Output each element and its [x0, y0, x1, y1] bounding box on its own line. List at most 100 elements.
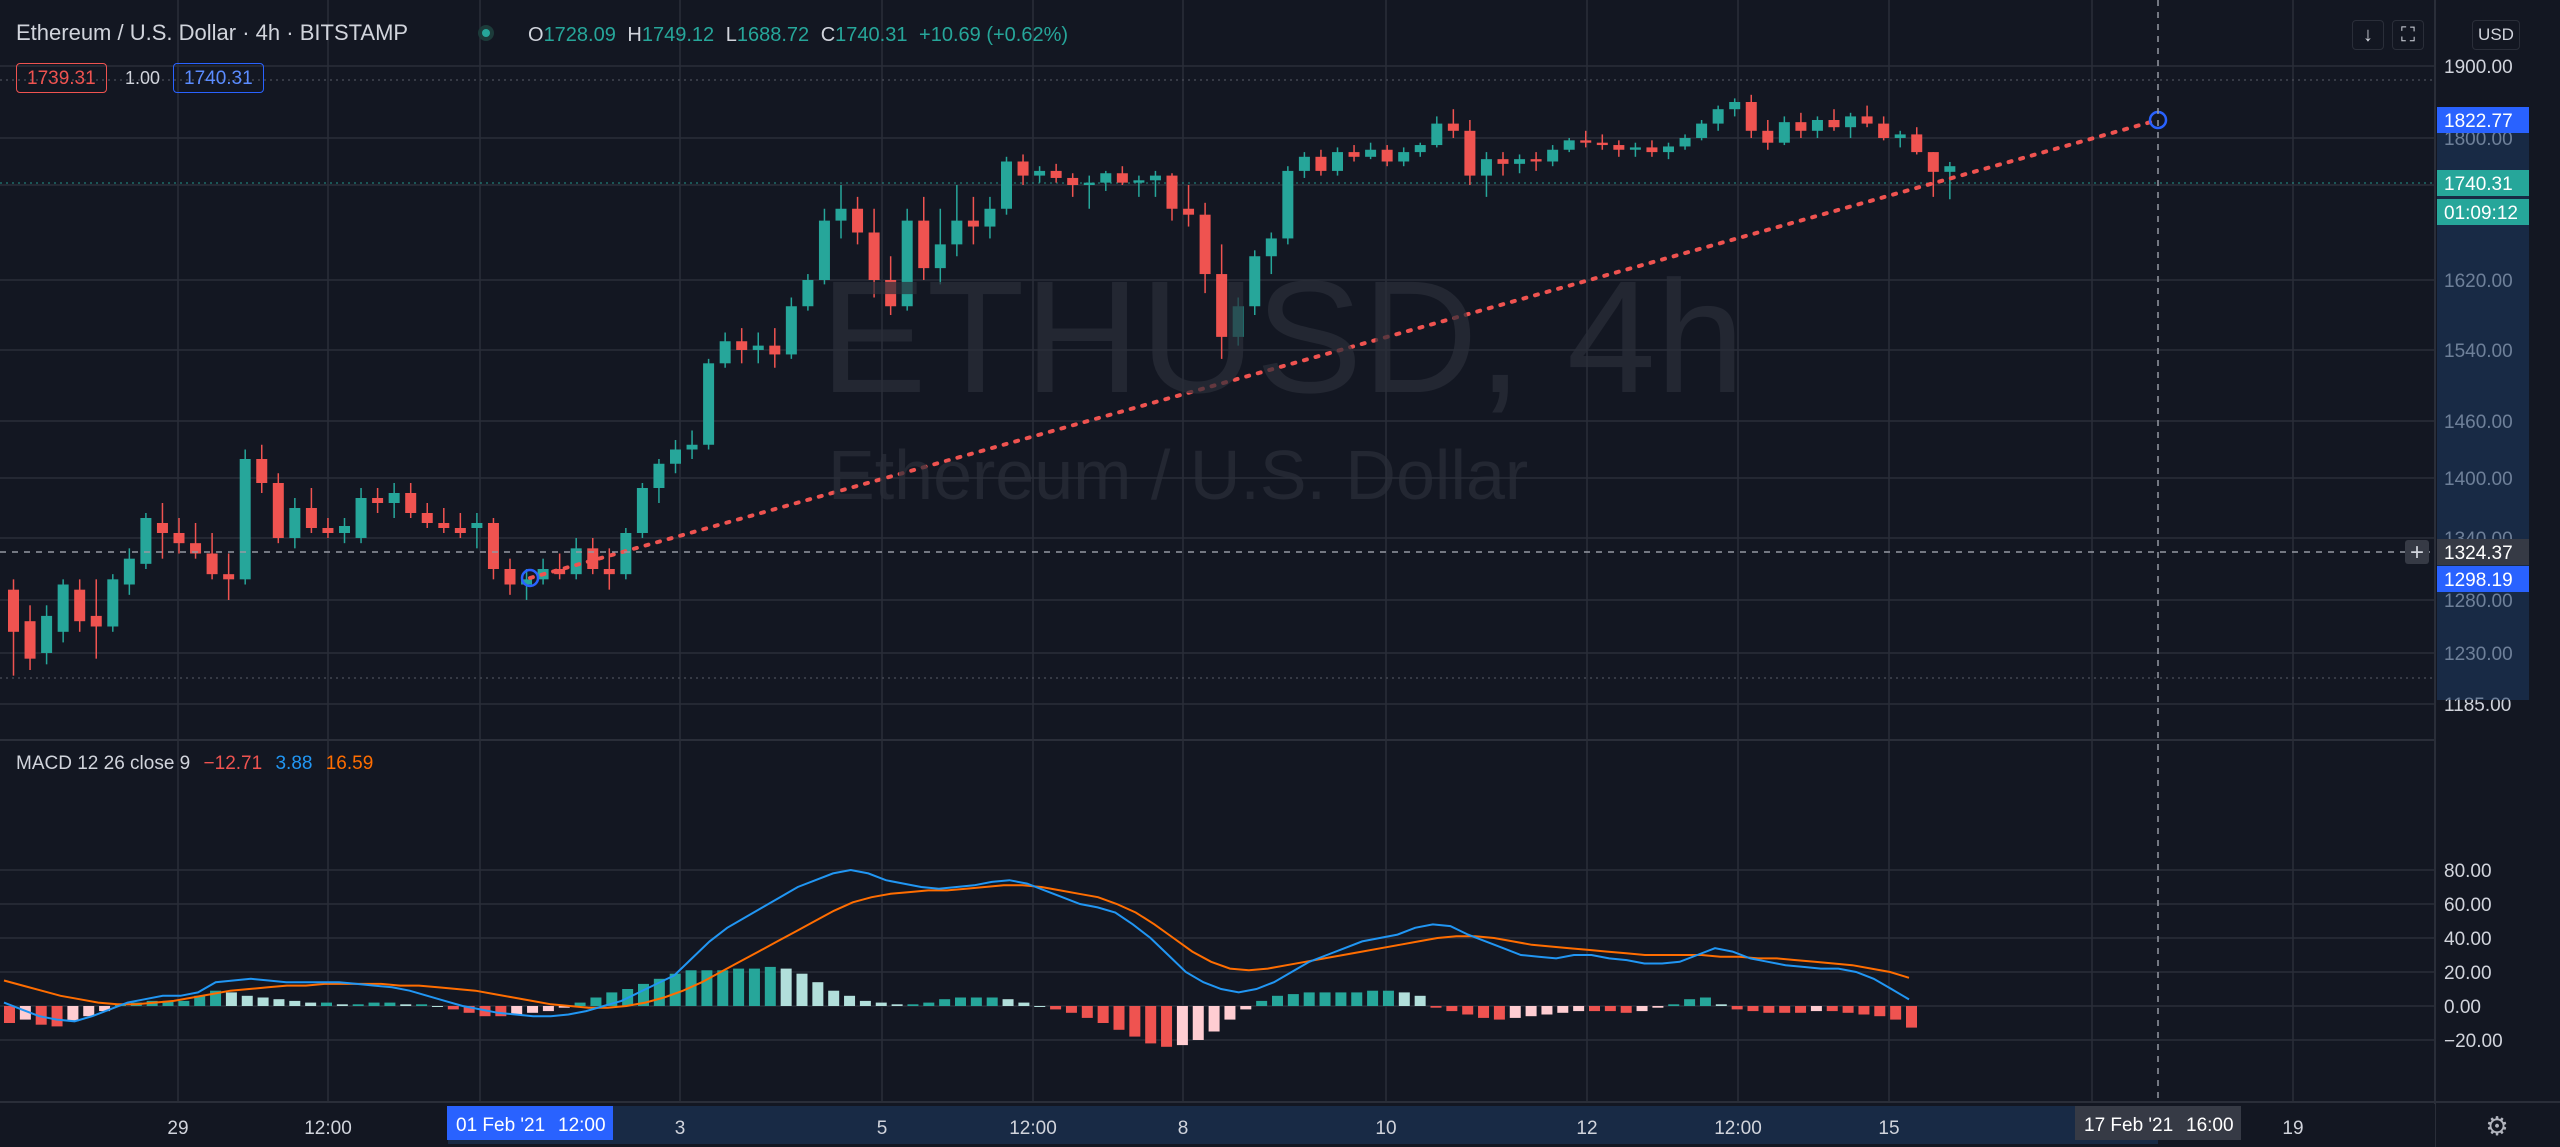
candle-body	[1480, 159, 1492, 176]
macd-histogram-bar	[844, 995, 856, 1006]
candle-body	[885, 280, 897, 307]
interval-label[interactable]: 4h	[255, 20, 281, 45]
macd-histogram-bar	[1192, 1006, 1204, 1040]
candle-body	[1166, 175, 1178, 209]
candle-body	[190, 543, 202, 554]
candle-body	[1050, 170, 1062, 178]
candle-body	[1696, 123, 1708, 138]
market-status-icon[interactable]	[478, 25, 494, 41]
candle-body	[1199, 214, 1211, 275]
candle-body	[223, 574, 235, 580]
macd-line-value: 3.88	[275, 753, 313, 774]
candle-body	[173, 533, 185, 544]
candle-body	[454, 528, 466, 533]
macd-legend[interactable]: MACD 12 26 close 9 −12.71 3.88 16.59	[16, 753, 373, 775]
macd-histogram-bar	[1034, 1006, 1046, 1007]
candle-body	[140, 518, 152, 564]
candle-body	[1381, 149, 1393, 162]
candle-body	[1265, 238, 1277, 257]
candle-body	[1927, 152, 1939, 172]
time-tick-label: 8	[1178, 1118, 1189, 1139]
anchor-price-label: 1298.19	[2444, 570, 2513, 591]
candle-body	[1067, 177, 1079, 185]
candle-body	[1497, 159, 1509, 164]
candle-body	[1315, 156, 1327, 171]
macd-histogram-bar	[1414, 995, 1426, 1006]
candle-body	[1414, 145, 1426, 153]
candle-body	[41, 615, 53, 653]
settings-gear-icon[interactable]: ⚙	[2485, 1111, 2509, 1141]
candle-body	[421, 513, 433, 523]
macd-histogram-bar	[748, 968, 760, 1006]
macd-tick-label: 40.00	[2444, 929, 2492, 950]
macd-histogram-bar	[511, 1006, 523, 1015]
candle-body	[239, 459, 251, 580]
macd-histogram-bar	[1493, 1006, 1505, 1020]
macd-tick-label: 60.00	[2444, 895, 2492, 916]
candle-body	[785, 306, 797, 355]
macd-histogram-bar	[1161, 1006, 1173, 1047]
candle-body	[1398, 152, 1410, 162]
macd-histogram-bar	[1509, 1006, 1521, 1018]
candle-body	[305, 508, 317, 528]
macd-histogram-bar	[1002, 999, 1014, 1006]
time-tick-label: 19	[2282, 1118, 2303, 1139]
macd-histogram-bar	[1129, 1006, 1141, 1037]
macd-histogram-bar	[1795, 1006, 1807, 1013]
candle-body	[438, 523, 450, 528]
macd-histogram-bar	[923, 1002, 935, 1006]
candle-body	[1034, 170, 1046, 176]
candle-body	[487, 523, 499, 569]
macd-histogram-bar	[35, 1006, 47, 1025]
macd-histogram-bar	[1715, 1004, 1727, 1006]
candle-body	[587, 548, 599, 569]
macd-histogram-bar	[368, 1002, 380, 1006]
macd-histogram-bar	[1256, 1000, 1268, 1006]
candle-body	[1596, 142, 1608, 146]
change-value: +10.69 (+0.62%)	[919, 24, 1069, 46]
macd-histogram-bar	[1826, 1006, 1838, 1012]
macd-histogram-bar	[1446, 1006, 1458, 1012]
time-tick-label: 12:00	[1009, 1118, 1057, 1139]
macd-histogram-bar	[1699, 997, 1711, 1006]
macd-histogram-bar	[1906, 1006, 1917, 1028]
symbol-title[interactable]: Ethereum / U.S. Dollar	[16, 20, 237, 45]
candle-body	[1100, 173, 1112, 183]
time-tick-label: 12	[1576, 1118, 1597, 1139]
candle-body	[1133, 180, 1145, 183]
candle-body	[107, 579, 119, 627]
currency-button[interactable]: USD	[2472, 20, 2520, 50]
candle-body	[1547, 149, 1559, 162]
candle-body	[1878, 123, 1890, 138]
fullscreen-icon[interactable]: ⛶	[2392, 20, 2424, 50]
candle-body	[471, 523, 483, 528]
low-value: 1688.72	[736, 24, 810, 46]
spread-value: 1.00	[125, 68, 161, 88]
macd-histogram-bar	[289, 1000, 301, 1006]
macd-histogram-bar	[1097, 1006, 1109, 1023]
macd-histogram-bar	[1763, 1006, 1775, 1013]
scroll-to-realtime-icon[interactable]: ↓	[2352, 20, 2384, 50]
candle-body	[339, 526, 350, 533]
time-tick-label: 29	[167, 1118, 188, 1139]
macd-histogram-bar	[1890, 1006, 1902, 1020]
bid-price-button[interactable]: 1739.31	[16, 63, 107, 93]
trendline-start-handle	[520, 568, 540, 588]
macd-histogram-bar	[4, 1006, 15, 1023]
macd-histogram-bar	[352, 1004, 364, 1006]
macd-histogram-bar	[955, 997, 966, 1006]
ask-price-button[interactable]: 1740.31	[173, 63, 264, 93]
candle-body	[1149, 175, 1161, 181]
candle-body	[554, 569, 566, 575]
macd-histogram-bar	[19, 1006, 31, 1020]
candle-body	[769, 345, 781, 355]
macd-histogram-bar	[1240, 1006, 1252, 1010]
macd-histogram-bar	[1620, 1006, 1632, 1013]
time-start-time: 12:00	[558, 1115, 606, 1136]
macd-title: MACD 12 26 close 9	[16, 753, 191, 774]
crosshair-time-label-bg	[2075, 1106, 2241, 1140]
macd-histogram-bar	[875, 1002, 887, 1006]
candle-body	[1017, 161, 1029, 176]
high-value: 1749.12	[641, 24, 715, 46]
